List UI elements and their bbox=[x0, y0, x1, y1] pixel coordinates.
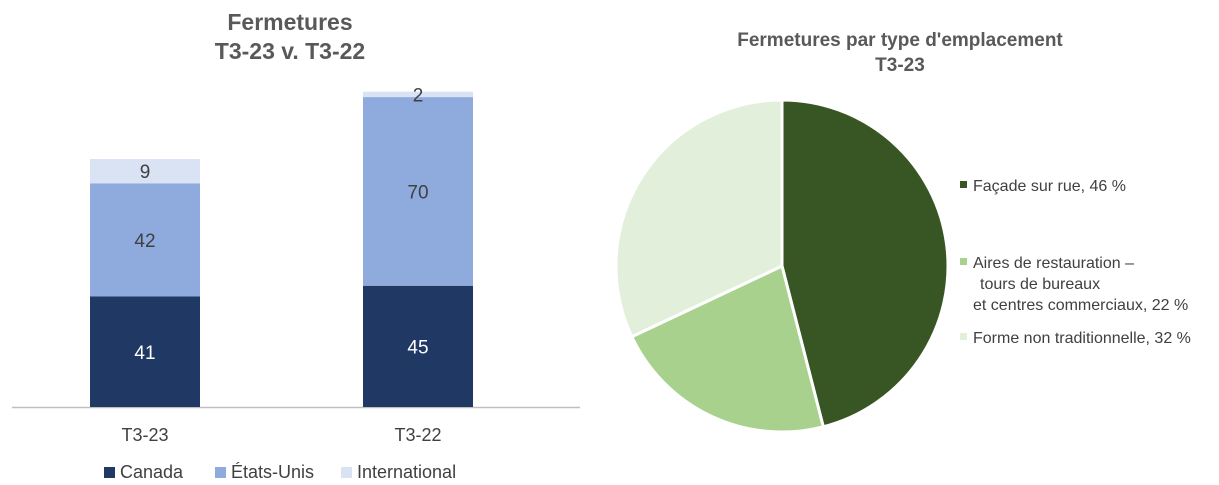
bar-chart-title: Fermetures T3-23 v. T3-22 bbox=[90, 8, 490, 66]
x-tick-label: T3-22 bbox=[394, 425, 441, 445]
pie-legend-swatch-2 bbox=[960, 258, 967, 265]
legend-swatch-1 bbox=[104, 467, 115, 478]
pie-chart-title-line-1: Fermetures par type d'emplacement bbox=[737, 30, 1063, 51]
bar-data-label: 42 bbox=[134, 231, 155, 252]
pie-legend-swatch-1 bbox=[960, 181, 967, 188]
pie-slice-2 bbox=[630, 264, 825, 434]
bar-data-label: 2 bbox=[413, 85, 424, 106]
bar-chart-title-line-2: T3-23 v. T3-22 bbox=[214, 38, 366, 64]
legend-label-2: États-Unis bbox=[231, 462, 314, 482]
pie-chart: Façade sur rue, 46 % Aires de restauratio… bbox=[614, 98, 1191, 434]
pie-legend-label-2: et centres commerciaux, 22 % bbox=[973, 297, 1188, 314]
pie-slice-1 bbox=[780, 98, 950, 429]
pie-chart-title-line-2: T3-23 bbox=[875, 55, 925, 76]
bar-data-label: 45 bbox=[407, 337, 428, 358]
x-tick-label: T3-23 bbox=[121, 425, 168, 445]
pie-legend-label-1: Façade sur rue, 46 % bbox=[973, 178, 1126, 195]
bar-chart: 41 42 9 T3-23 45 70 2 T3-22 Canada États-Unis Inte… bbox=[12, 85, 580, 482]
pie-legend-swatch-3 bbox=[960, 333, 967, 340]
pie-chart-title: Fermetures par type d'emplacement T3-23 bbox=[650, 28, 1150, 78]
bar-data-label: 41 bbox=[134, 343, 155, 364]
bar-data-label: 70 bbox=[407, 182, 428, 203]
bar-chart-title-line-1: Fermetures bbox=[227, 9, 353, 35]
pie-legend-label-2: Aires de restauration – bbox=[973, 255, 1134, 272]
bar-data-label: 9 bbox=[140, 162, 151, 183]
bar-segment-t3-23-2 bbox=[90, 183, 200, 297]
pie-legend-label-2: tours de bureaux bbox=[980, 276, 1100, 293]
bar-segment-t3-22-3 bbox=[363, 91, 473, 98]
legend-label-3: International bbox=[357, 462, 456, 482]
bar-segment-t3-22-1 bbox=[363, 285, 473, 407]
legend-swatch-2 bbox=[215, 467, 226, 478]
bar-segment-t3-23-1 bbox=[90, 296, 200, 407]
bar-segment-t3-22-2 bbox=[363, 97, 473, 286]
legend-label-1: Canada bbox=[120, 462, 184, 482]
legend-swatch-3 bbox=[341, 467, 352, 478]
pie-slice-3 bbox=[614, 98, 784, 339]
bar-segment-t3-23-3 bbox=[90, 159, 200, 184]
pie-legend-label-3: Forme non traditionnelle, 32 % bbox=[973, 330, 1191, 347]
